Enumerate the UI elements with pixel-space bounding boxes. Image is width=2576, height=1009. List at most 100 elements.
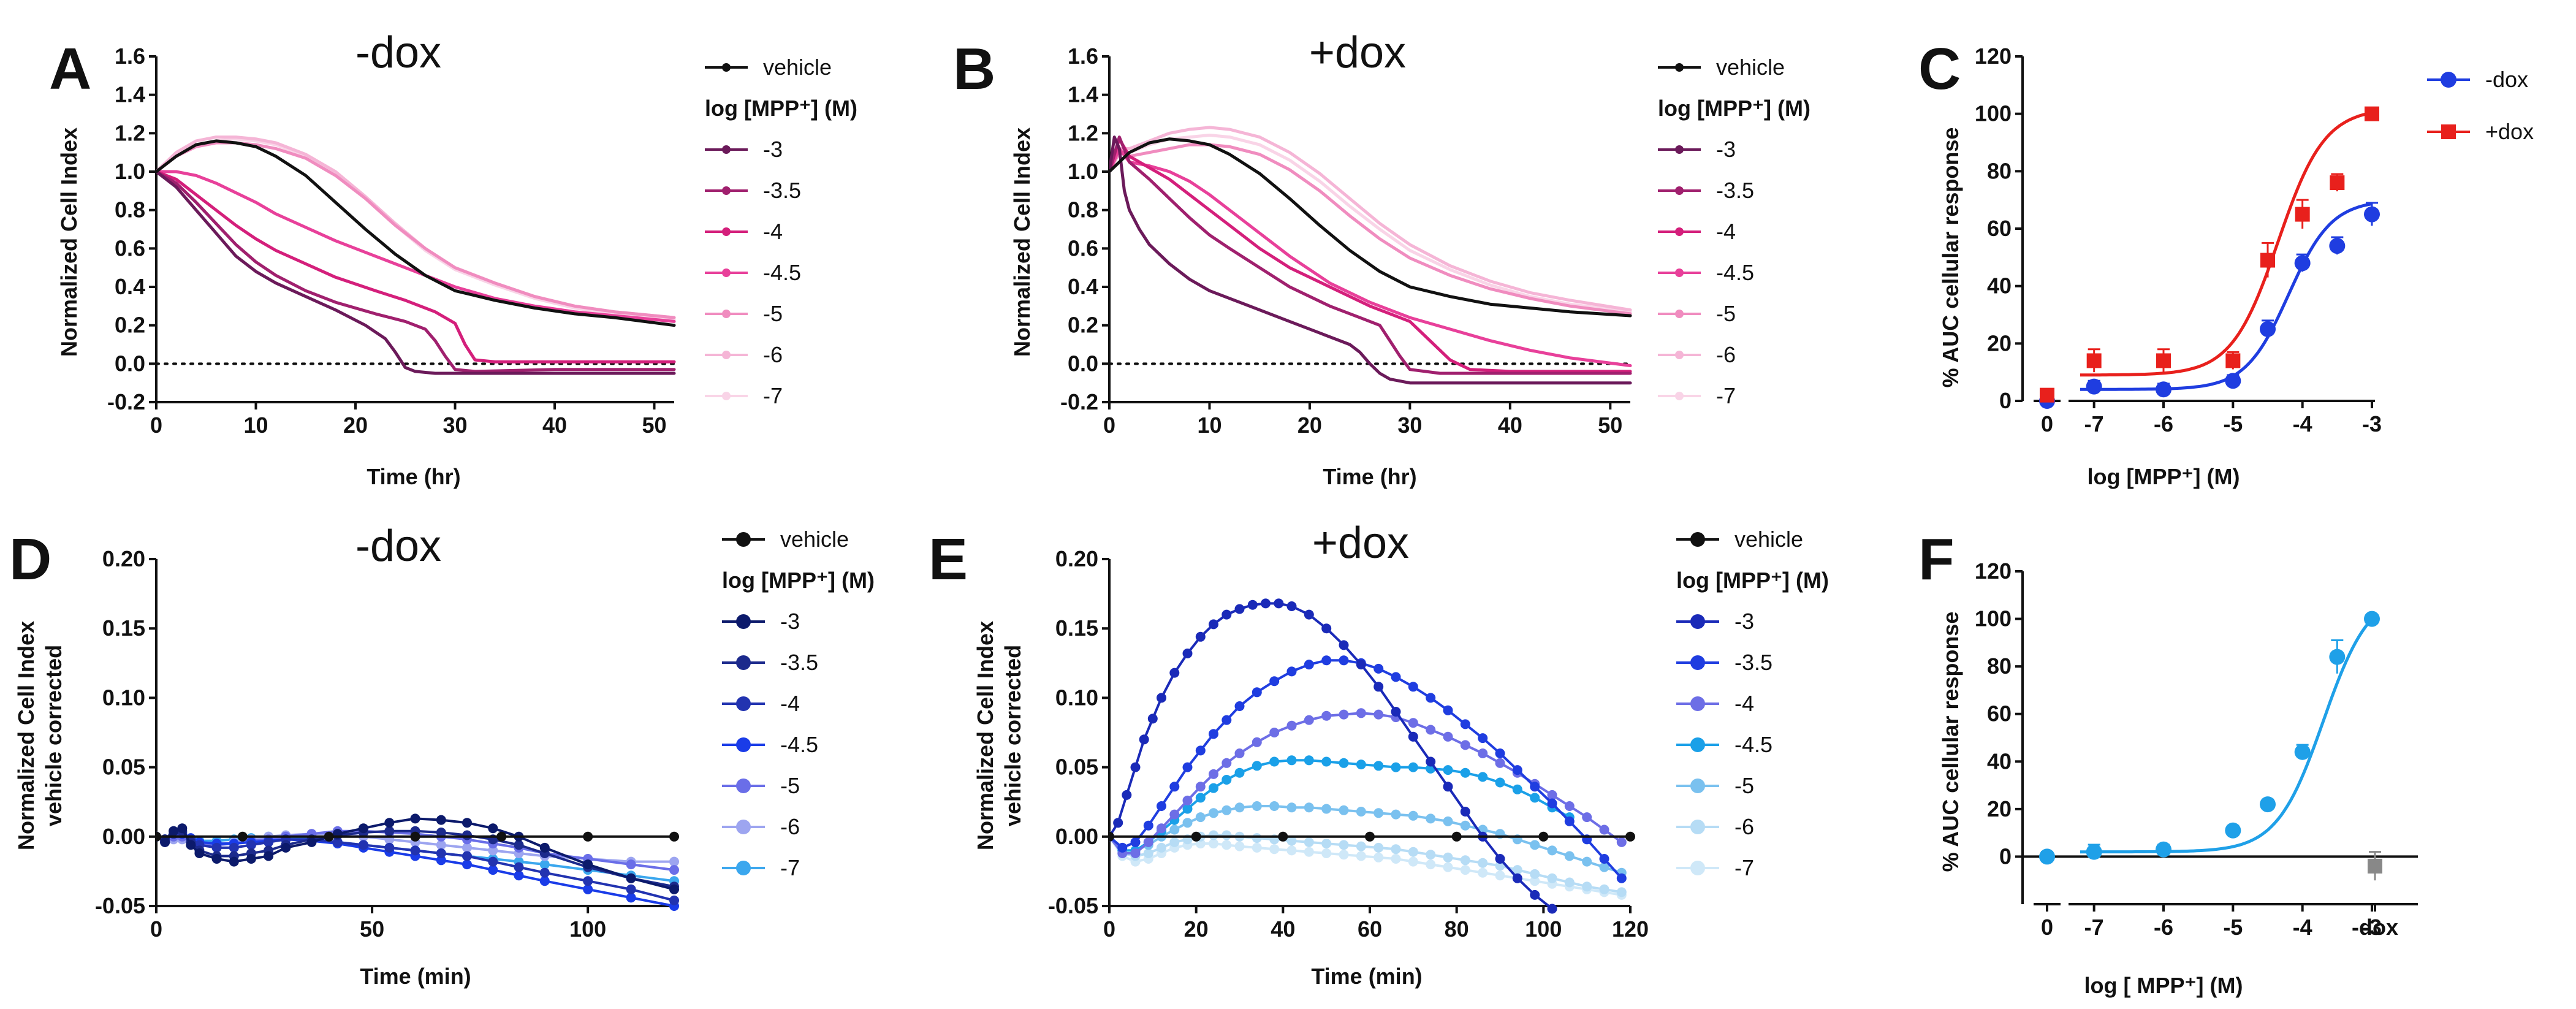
- legend-marker: [1675, 351, 1684, 359]
- x-tick-label: 120: [1612, 916, 1649, 942]
- y-tick-label: 0.15: [1055, 615, 1098, 641]
- plot-area: [156, 135, 676, 375]
- x-tick-label: 40: [1271, 916, 1295, 942]
- data-point: [1339, 840, 1349, 850]
- y-tick-label: 1.0: [1068, 159, 1098, 184]
- series-line: [156, 137, 676, 321]
- y-axis-label-2: vehicle corrected: [41, 645, 66, 826]
- y-axis-label: Normalized Cell Index: [1009, 128, 1035, 357]
- data-point: [1286, 836, 1297, 846]
- legend-marker: [1690, 861, 1705, 875]
- data-point: [1157, 801, 1166, 811]
- data-point: [1286, 666, 1297, 677]
- panel-d: D -dox Time (min) Normalized Cell Index …: [9, 522, 875, 989]
- data-point: [539, 867, 550, 878]
- series-line: [156, 135, 676, 319]
- y-tick-label: 0.8: [1068, 197, 1098, 223]
- data-point: [169, 826, 179, 836]
- data-point: [583, 859, 593, 870]
- data-point: [1339, 655, 1349, 666]
- x-tick-label: 30: [1397, 413, 1422, 438]
- data-point: [1426, 813, 1436, 824]
- data-point: [281, 842, 291, 853]
- y-tick-label: -0.05: [95, 893, 145, 918]
- legend-marker: [736, 779, 751, 793]
- data-point: [2156, 381, 2171, 398]
- x-axis-label: Time (min): [360, 964, 471, 989]
- y-tick-label: 20: [1987, 796, 2012, 821]
- data-point: [2260, 253, 2275, 268]
- legend-label: -4.5: [1734, 732, 1772, 757]
- data-point: [1356, 807, 1366, 817]
- data-point: [410, 845, 420, 856]
- data-point: [2364, 611, 2380, 627]
- data-point: [1269, 676, 1280, 687]
- data-point: [1426, 693, 1436, 703]
- data-point: [1169, 782, 1180, 792]
- data-point: [246, 854, 256, 864]
- series-group: [156, 813, 679, 911]
- data-point: [1234, 802, 1245, 813]
- data-point: [384, 826, 395, 836]
- y-tick-label: 0: [1999, 843, 2012, 869]
- data-point: [1209, 830, 1218, 840]
- data-point: [1209, 839, 1218, 849]
- data-point: [1182, 649, 1193, 658]
- data-point: [1582, 812, 1592, 823]
- data-point: [1443, 705, 1453, 715]
- y-tick-label: 80: [1987, 158, 2012, 183]
- data-point: [1460, 719, 1470, 729]
- data-point: [1478, 748, 1488, 758]
- legend-marker: [722, 310, 731, 318]
- x-tick-label: -dox: [2352, 915, 2398, 940]
- legend-label: -5: [1734, 773, 1754, 798]
- data-point: [2329, 649, 2346, 665]
- y-tick-label: 120: [1975, 558, 2012, 584]
- data-point: [186, 840, 196, 850]
- data-point: [436, 828, 446, 837]
- panel-f: F log [ MPP⁺] (M) % AUC cellular respons…: [1918, 527, 2418, 998]
- legend-label: -7: [1734, 855, 1754, 880]
- x-tick-label: 100: [1525, 916, 1562, 942]
- data-point: [264, 837, 274, 847]
- data-point: [1564, 816, 1575, 826]
- data-point: [1460, 807, 1470, 817]
- y-tick-label: 1.4: [115, 82, 145, 107]
- y-tick-label: 0.20: [102, 546, 145, 571]
- data-point: [2260, 321, 2276, 337]
- x-tick-label: 20: [343, 413, 368, 438]
- data-point: [488, 845, 498, 856]
- data-point: [1252, 737, 1262, 747]
- x-axis-label: Time (hr): [367, 464, 460, 489]
- data-point: [1512, 865, 1522, 875]
- y-tick-label: 0: [1999, 388, 2012, 413]
- y-tick-label: 0.05: [1055, 755, 1098, 780]
- y-tick-label: 0.15: [102, 615, 145, 641]
- legend-label: -4.5: [1716, 260, 1754, 285]
- legend-label: -5: [763, 301, 783, 326]
- legend-marker: [736, 861, 751, 875]
- y-tick-label: 1.4: [1068, 82, 1098, 107]
- data-point: [1599, 824, 1609, 835]
- legend-marker: [722, 63, 731, 72]
- series-line: [156, 170, 676, 375]
- data-point: [1478, 858, 1488, 868]
- data-point: [2086, 353, 2102, 368]
- y-tick-label: 80: [1987, 653, 2012, 679]
- y-tick-label: 0.0: [115, 351, 145, 376]
- data-point: [1391, 762, 1401, 772]
- data-point: [1252, 842, 1262, 853]
- y-tick-label: 20: [1987, 330, 2012, 356]
- data-point: [1495, 777, 1505, 788]
- data-point: [2156, 353, 2171, 368]
- data-point: [1512, 873, 1522, 883]
- legend-label: -3: [1734, 609, 1754, 634]
- y-axis-label: % AUC cellular response: [1938, 128, 1963, 388]
- legend-marker: [736, 614, 751, 629]
- y-tick-label: 1.6: [1068, 44, 1098, 69]
- data-point: [324, 831, 334, 842]
- legend-marker: [2441, 72, 2456, 88]
- x-tick-label: 10: [1197, 413, 1222, 438]
- data-point: [1408, 731, 1418, 742]
- data-point: [1130, 762, 1141, 772]
